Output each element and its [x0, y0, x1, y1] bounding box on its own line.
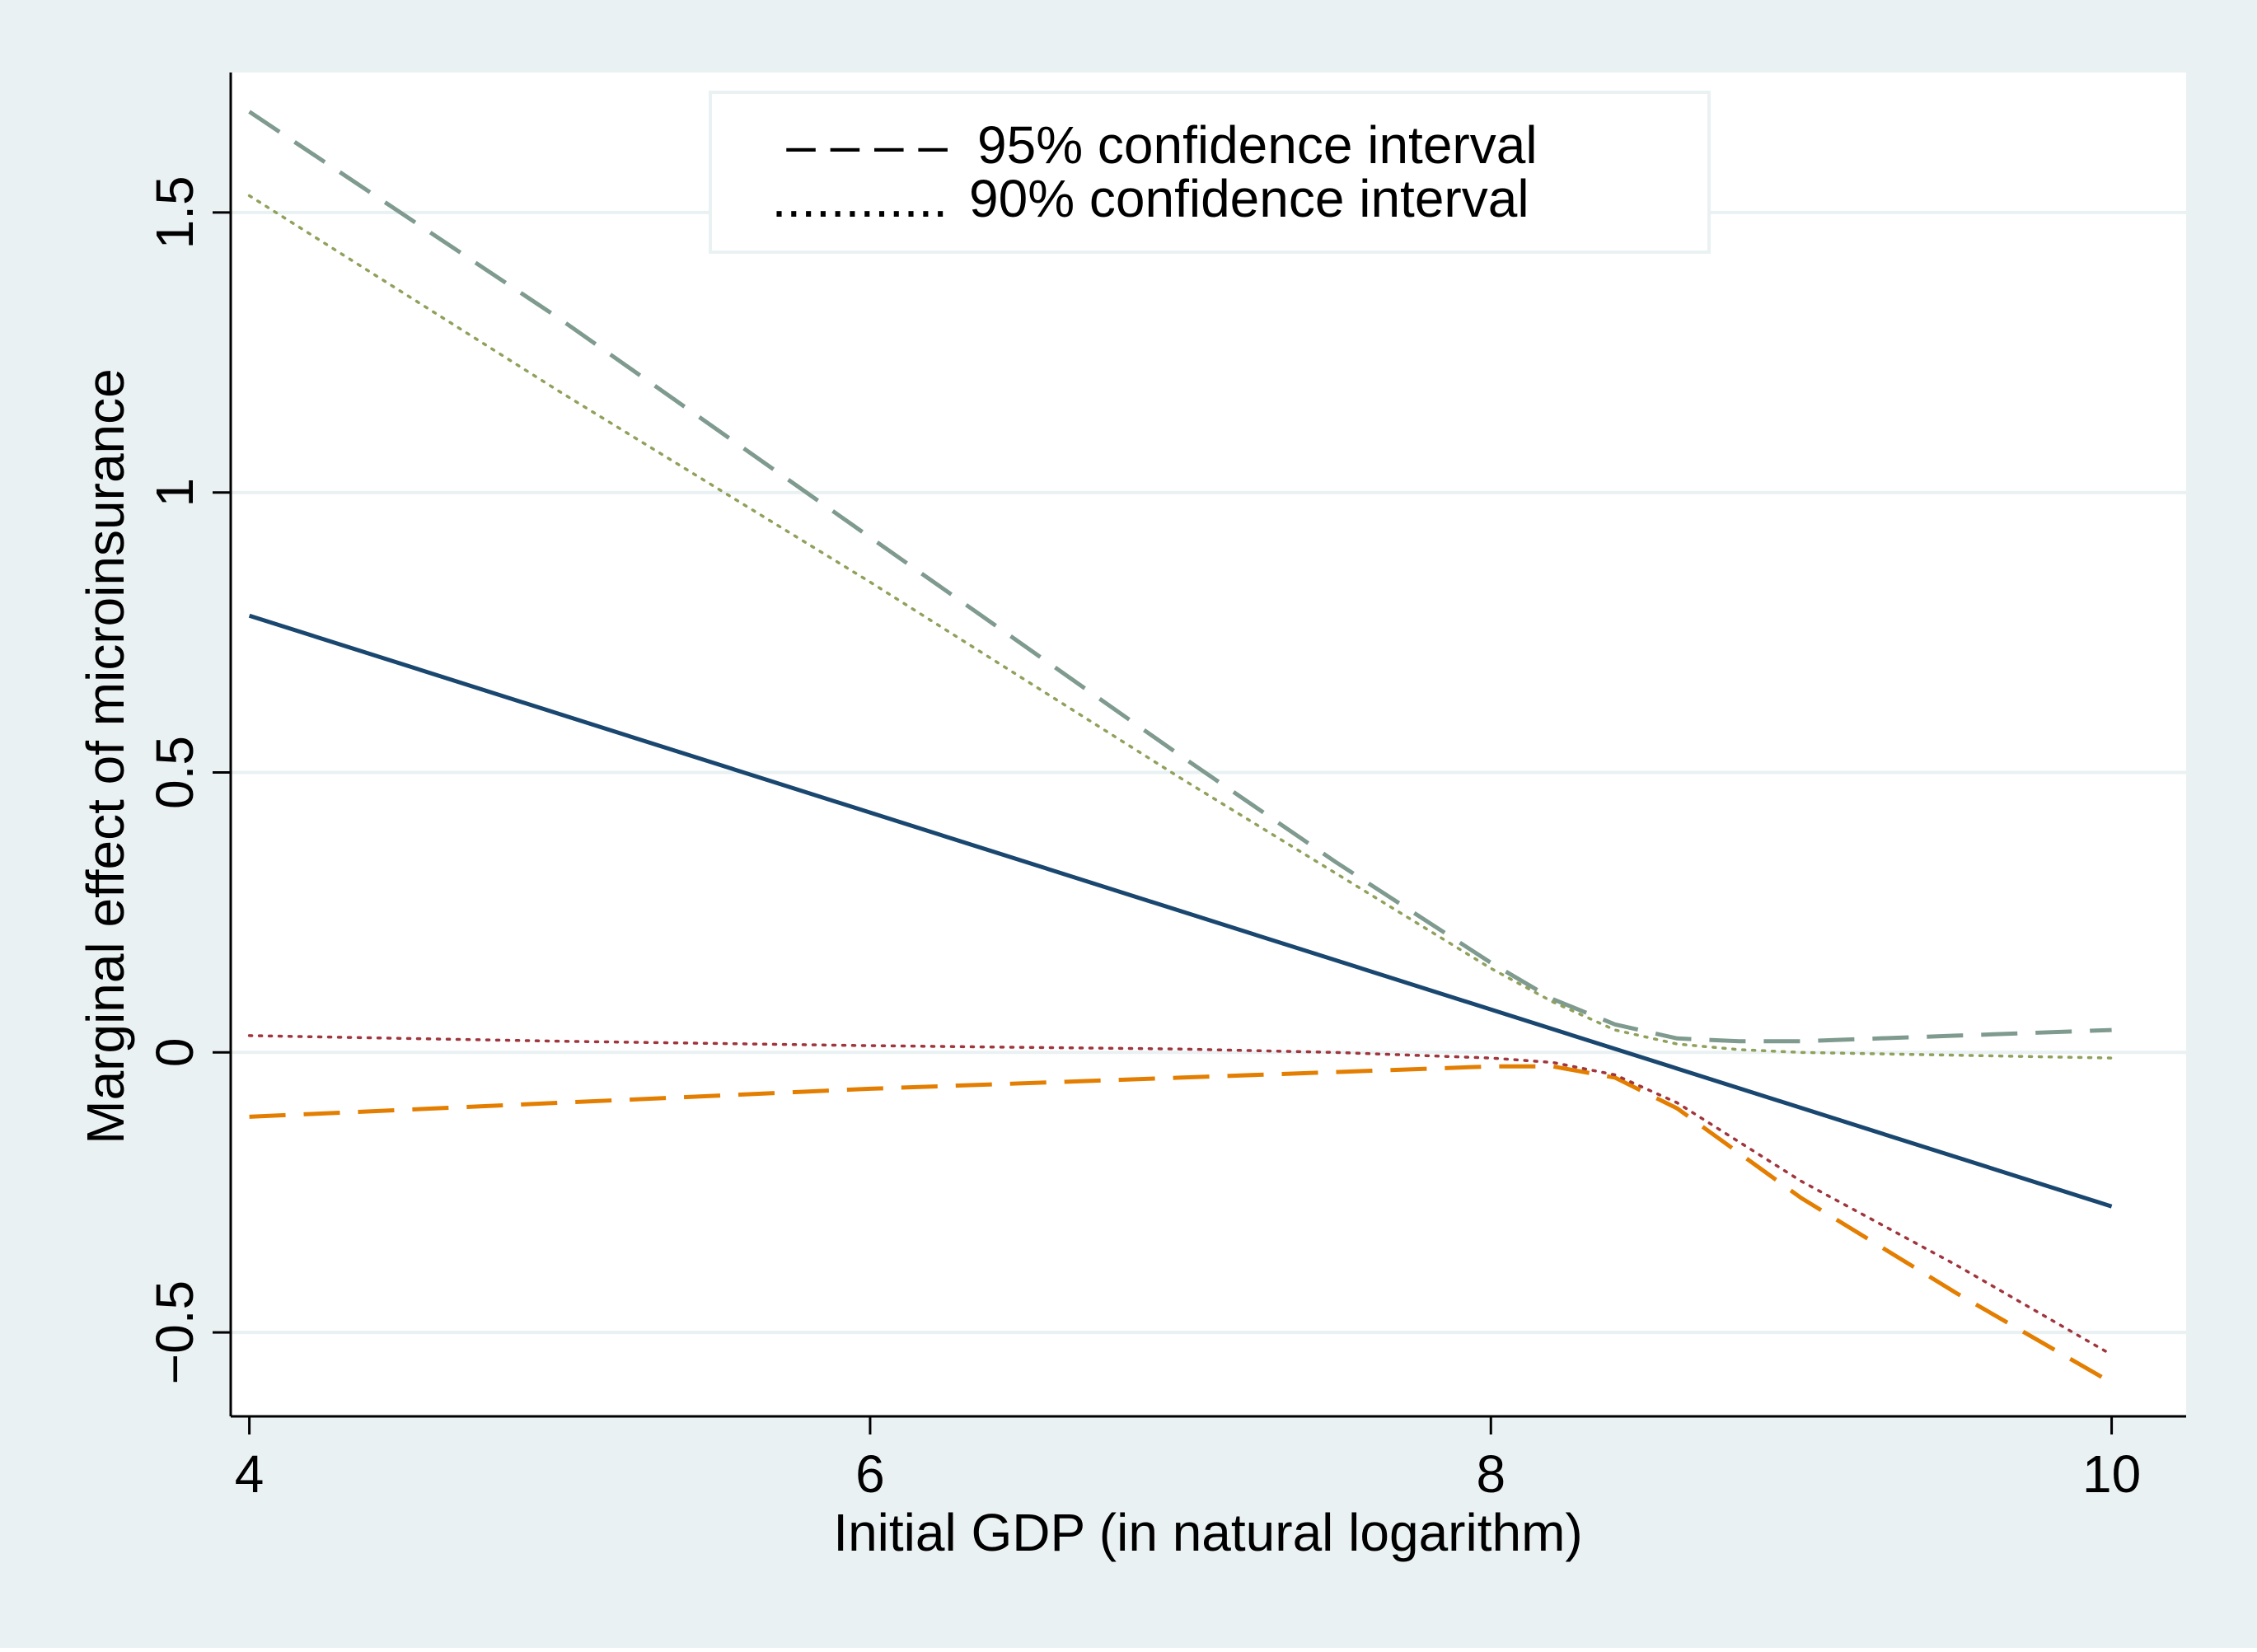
y-axis-label: Marginal effect of microinsurance: [76, 368, 135, 1144]
y-tick-label-3: 1: [145, 478, 204, 508]
legend-symbol-90: ............: [772, 169, 948, 228]
series-line-4: [247, 1034, 2114, 1356]
x-tick-label-2: 8: [1476, 1444, 1505, 1504]
series-lines: [247, 110, 2114, 1385]
x-axis-label: Initial GDP (in natural logarithm): [833, 1503, 1582, 1562]
series-line-0: [248, 613, 2113, 1209]
x-tick-label-3: 10: [2082, 1444, 2141, 1504]
y-tick-label-2: 0.5: [145, 736, 204, 809]
legend-label-90: 90% confidence interval: [969, 169, 1529, 228]
plot-background: [231, 73, 2186, 1416]
legend-box: [709, 91, 1711, 254]
legend-symbol-95: – – – –: [786, 115, 948, 175]
series-line-3: [247, 194, 2114, 1060]
y-tick-label-1: 0: [145, 1037, 204, 1067]
series-line-2: [249, 1064, 2113, 1385]
y-tick-label-0: −0.5: [145, 1280, 204, 1384]
x-tick-label-1: 6: [855, 1444, 885, 1504]
axes: [213, 73, 2186, 1434]
legend: – – – – 95% confidence interval ........…: [709, 91, 1711, 254]
legend-label-95: 95% confidence interval: [977, 115, 1538, 175]
series-line-1: [248, 110, 2112, 1044]
tick-labels: 4 6 8 10 −0.5 0 0.5 1 1.5: [145, 175, 2141, 1504]
y-tick-label-4: 1.5: [145, 175, 204, 249]
x-tick-label-0: 4: [235, 1444, 265, 1504]
